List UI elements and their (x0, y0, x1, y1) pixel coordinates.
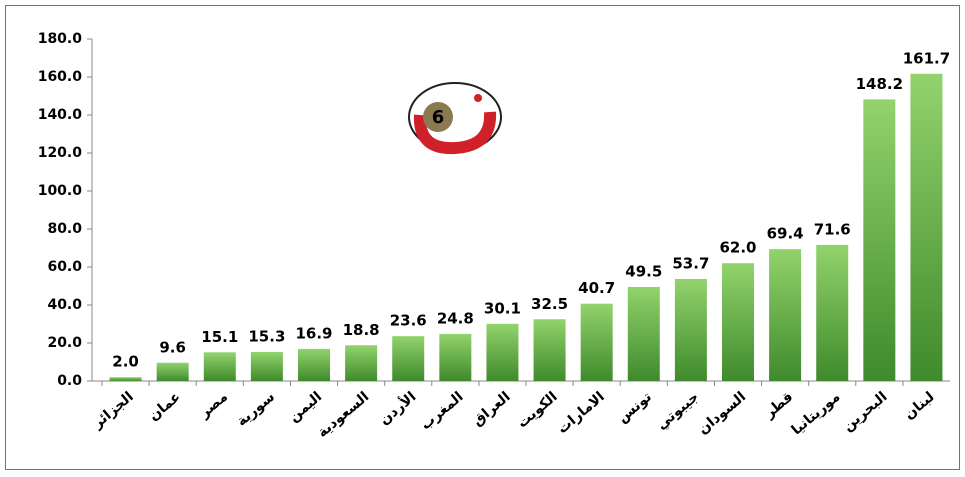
value-label: 30.1 (484, 299, 521, 317)
y-tick-label: 160.0 (38, 69, 83, 85)
bar (674, 278, 707, 381)
value-label: 40.7 (578, 279, 615, 297)
logo-text: 6 (432, 107, 445, 128)
bar (769, 249, 802, 381)
value-label: 49.5 (625, 262, 662, 280)
x-tick-label: العراق (470, 389, 514, 430)
logo: 6 (408, 82, 502, 155)
x-tick-label: قطر (761, 389, 796, 422)
bar (533, 319, 566, 381)
y-tick-label: 20.0 (47, 335, 82, 351)
bar (156, 362, 189, 381)
value-label: 62.0 (719, 239, 756, 257)
bar (109, 377, 142, 381)
x-tick-label: المغرب (418, 389, 467, 433)
x-tick-label: عمان (146, 389, 184, 424)
bar (580, 303, 613, 381)
value-label: 15.3 (248, 327, 285, 345)
y-tick-label: 120.0 (38, 145, 83, 161)
x-tick-label: السعودية (315, 389, 373, 441)
x-tick-label: لبنان (901, 389, 937, 423)
value-label: 15.1 (201, 328, 238, 346)
x-tick-label: السودان (695, 389, 749, 438)
value-label: 18.8 (343, 321, 380, 339)
x-tick-label: موريتانيا (789, 389, 844, 439)
x-tick-label: تونس (615, 389, 655, 426)
value-label: 9.6 (159, 338, 186, 356)
value-label: 53.7 (672, 254, 709, 272)
bar (439, 333, 472, 381)
bar (627, 286, 660, 381)
bar (863, 99, 896, 382)
x-tick-label: الجزائر (89, 389, 137, 433)
bar (486, 323, 519, 381)
y-tick-label: 80.0 (47, 221, 82, 237)
y-tick-label: 0.0 (57, 373, 82, 389)
bar (203, 352, 236, 381)
value-label: 148.2 (856, 75, 903, 93)
value-label: 71.6 (814, 220, 851, 238)
bar (392, 336, 425, 381)
x-tick-label: سورية (234, 389, 278, 430)
bar (298, 348, 330, 381)
y-tick-label: 60.0 (47, 259, 82, 275)
y-tick-label: 100.0 (38, 183, 83, 199)
x-tick-label: اليمن (286, 389, 325, 426)
value-label: 161.7 (903, 49, 950, 67)
y-tick-label: 40.0 (47, 297, 82, 313)
y-tick-label: 140.0 (38, 107, 83, 123)
x-tick-label: الأردن (376, 388, 419, 428)
frame (5, 5, 960, 470)
y-tick-label: 180.0 (38, 31, 83, 47)
x-tick-label: البحرين (840, 389, 890, 435)
value-label: 23.6 (390, 312, 427, 330)
value-label: 2.0 (112, 353, 139, 371)
bar (722, 263, 754, 381)
x-tick-label: مصر (196, 389, 231, 422)
value-label: 16.9 (295, 324, 332, 342)
bar (345, 345, 378, 381)
bar (816, 244, 849, 381)
value-label: 24.8 (437, 309, 474, 327)
bar (910, 73, 943, 382)
x-tick-label: الامارات (555, 389, 608, 437)
value-label: 69.4 (767, 225, 804, 243)
bar (250, 351, 283, 381)
value-label: 32.5 (531, 295, 568, 313)
